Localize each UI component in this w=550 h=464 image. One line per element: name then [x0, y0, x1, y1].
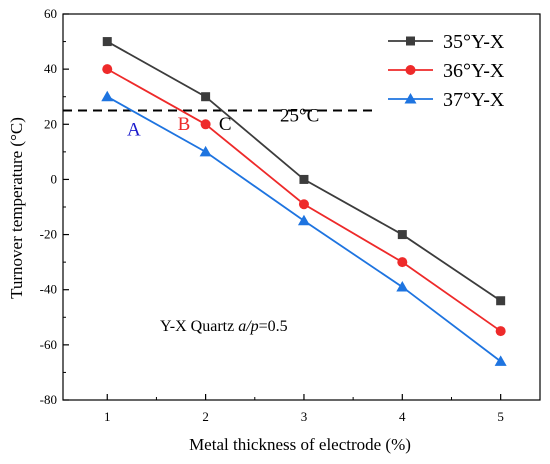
series-line	[106, 40, 502, 302]
series-2	[102, 64, 506, 337]
y-tick-label: 20	[44, 116, 57, 131]
x-tick-label: 5	[497, 409, 504, 424]
y-tick-label: 60	[44, 6, 57, 21]
y-tick-label: -40	[40, 282, 57, 297]
legend: 35°Y-X 36°Y-X 37°Y-X	[388, 31, 505, 111]
y-tick-label: 0	[51, 171, 58, 186]
marker-triangle	[404, 93, 417, 104]
reference-line-group: 25°C	[63, 106, 375, 127]
y-axis-title: Turnover temperature (°C)	[7, 117, 26, 299]
note-suffix: =0.5	[259, 318, 288, 335]
x-tick-label: 1	[104, 409, 111, 424]
marker-circle	[397, 257, 408, 268]
marker-square	[201, 92, 211, 102]
x-axis-title: Metal thickness of electrode (%)	[189, 435, 411, 454]
x-tick-label: 3	[301, 409, 308, 424]
x-tick-label: 2	[202, 409, 209, 424]
series-group	[101, 37, 507, 366]
marker-triangle	[297, 214, 310, 226]
y-tick-label: 40	[44, 61, 57, 76]
note-prefix: Y-X Quartz	[160, 318, 238, 335]
legend-entry: 35°Y-X	[388, 31, 505, 53]
marker-triangle	[494, 355, 507, 366]
series-1	[102, 37, 506, 306]
marker-circle	[298, 199, 309, 210]
marker-circle	[495, 326, 506, 337]
annotation-c: C	[219, 114, 232, 135]
legend-label: 35°Y-X	[443, 31, 505, 53]
annotations-group: A B C	[127, 114, 232, 141]
annotation-b: B	[178, 114, 191, 135]
annotation-a: A	[127, 119, 141, 140]
note-italic: a/p	[238, 318, 258, 335]
legend-label: 36°Y-X	[443, 60, 505, 82]
marker-triangle	[199, 145, 212, 157]
legend-label: 37°Y-X	[443, 89, 505, 111]
legend-entry: 37°Y-X	[388, 89, 505, 111]
marker-square	[406, 36, 415, 46]
marker-square	[102, 37, 112, 47]
marker-circle	[102, 64, 113, 75]
y-tick-label: -80	[40, 392, 57, 407]
legend-entry: 36°Y-X	[388, 60, 505, 82]
marker-circle	[200, 119, 211, 130]
marker-square	[496, 296, 506, 306]
marker-circle	[405, 65, 416, 75]
series-3	[101, 90, 507, 366]
marker-square	[299, 174, 309, 184]
chart-note: Y-X Quartz a/p=0.5	[160, 318, 288, 335]
x-tick-label: 4	[399, 409, 406, 424]
y-tick-label: -20	[40, 227, 57, 242]
axes: 60 40 20 0 -20 -40 -60 -80 1 2 3 4 5	[40, 6, 541, 424]
marker-triangle	[396, 280, 409, 292]
marker-square	[397, 230, 407, 240]
marker-triangle	[101, 90, 114, 102]
reference-line-label: 25°C	[280, 106, 319, 127]
y-tick-label: -60	[40, 337, 57, 352]
